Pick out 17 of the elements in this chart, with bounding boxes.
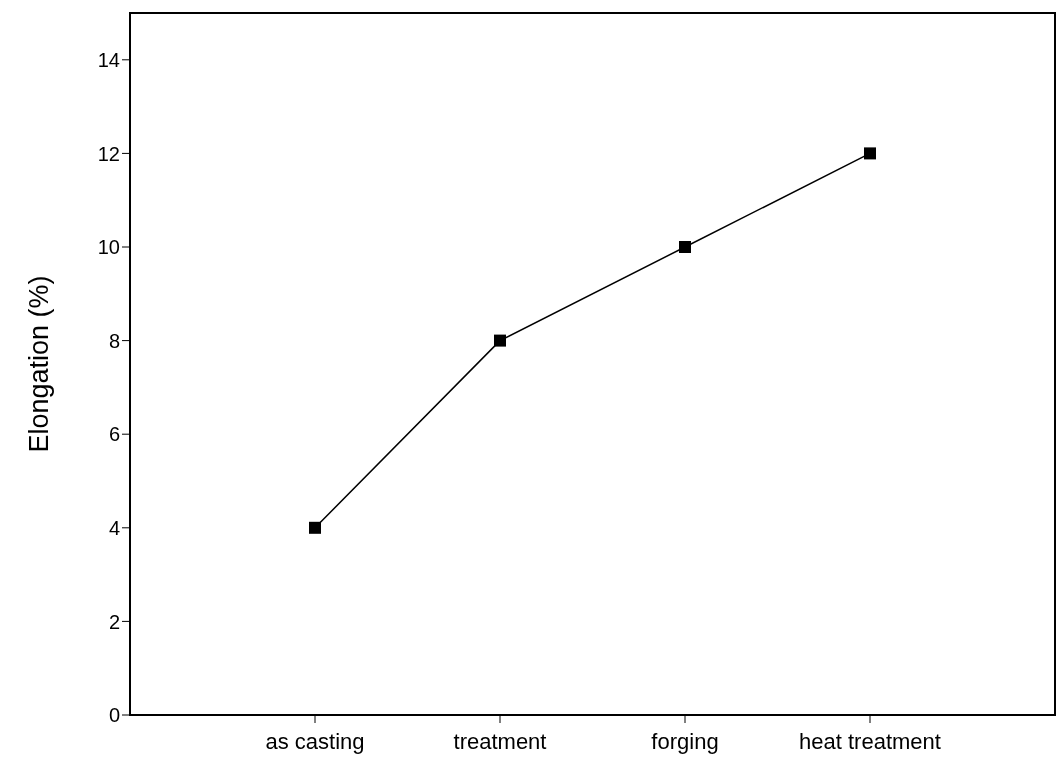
y-tick-label: 12 [97, 142, 120, 165]
x-tick-label: forging [651, 728, 719, 754]
y-tick-label: 4 [108, 516, 120, 539]
x-tick-label: as casting [265, 728, 365, 754]
y-tick-label: 8 [108, 329, 120, 352]
point [309, 521, 321, 534]
y-tick-label: 10 [97, 236, 120, 259]
y-axis-title: Elongation (%) [23, 275, 54, 453]
point [864, 147, 876, 160]
x-tick-label: heat treatment [799, 728, 941, 754]
point [494, 334, 506, 347]
y-tick-label: 6 [108, 423, 120, 446]
x-tick-label: treatment [453, 728, 547, 754]
y-tick-label: 14 [97, 48, 120, 71]
y-tick-label: 2 [108, 610, 120, 633]
point [679, 241, 691, 253]
y-tick-label: 0 [108, 704, 120, 727]
